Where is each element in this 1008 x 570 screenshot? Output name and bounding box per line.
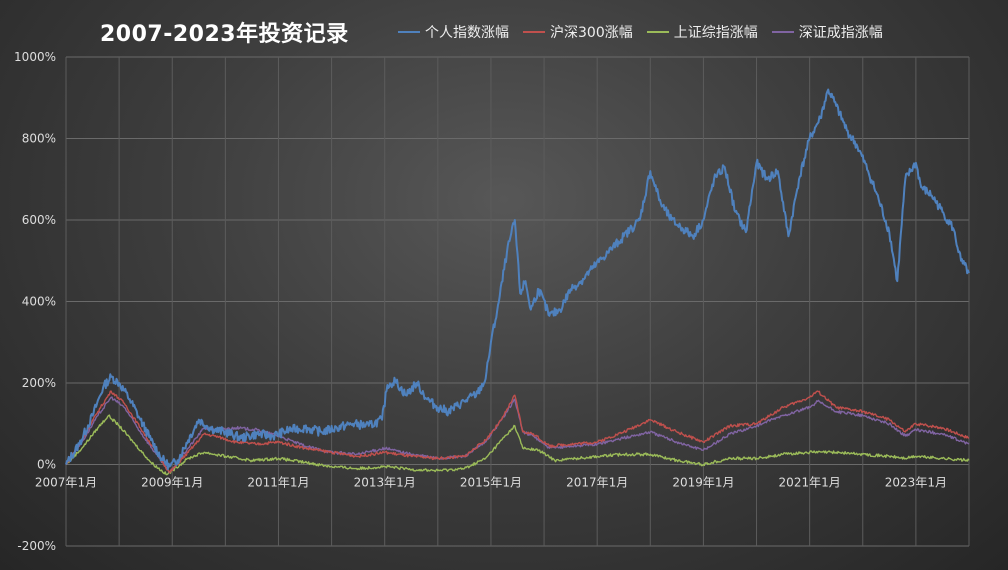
legend-item-hs300[interactable]: 沪深300涨幅 [523, 22, 633, 42]
legend-label: 沪深300涨幅 [550, 25, 633, 41]
y-tick-label: 800% [22, 132, 56, 146]
legend-line-icon [771, 31, 794, 33]
y-tick-label: 600% [22, 213, 56, 227]
legend-line-icon [646, 31, 669, 33]
x-tick-label: 2019年1月 [672, 476, 734, 490]
legend-line-icon [398, 31, 420, 33]
y-tick-label: 200% [22, 376, 56, 390]
x-tick-label: 2013年1月 [354, 476, 416, 490]
series-line-1 [65, 390, 970, 474]
y-tick-label: -200% [17, 539, 56, 553]
legend-item-personal[interactable]: 个人指数涨幅 [398, 22, 509, 42]
x-tick-label: 2021年1月 [779, 476, 841, 490]
y-tick-label: 0% [37, 458, 56, 472]
y-tick-label: 1000% [14, 50, 56, 64]
y-tick-label: 400% [22, 295, 56, 309]
chart-title: 2007-2023年投资记录 [100, 22, 349, 47]
x-tick-label: 2009年1月 [141, 476, 203, 490]
series-line-0 [65, 88, 970, 471]
legend-line-icon [523, 31, 545, 33]
series-line-2 [65, 414, 970, 476]
x-tick-label: 2023年1月 [885, 476, 947, 490]
grid-lines [65, 56, 970, 547]
x-tick-label: 2017年1月 [566, 476, 628, 490]
legend-label: 上证综指涨幅 [673, 25, 758, 41]
legend-item-shenzhen[interactable]: 深证成指涨幅 [771, 22, 883, 42]
axis-labels: 1000% 800% 600% 400% 200% 0% -200% 2007年1月 2009年… [14, 50, 947, 553]
legend-item-shanghai[interactable]: 上证综指涨幅 [646, 22, 758, 42]
x-tick-label: 2007年1月 [35, 476, 97, 490]
series-lines [65, 88, 970, 476]
x-tick-label: 2015年1月 [460, 476, 522, 490]
chart-legend: 个人指数涨幅 沪深300涨幅 上证综指涨幅 深证成指涨幅 [398, 22, 883, 42]
x-tick-label: 2011年1月 [247, 476, 309, 490]
legend-label: 个人指数涨幅 [425, 25, 509, 41]
legend-label: 深证成指涨幅 [798, 25, 883, 41]
